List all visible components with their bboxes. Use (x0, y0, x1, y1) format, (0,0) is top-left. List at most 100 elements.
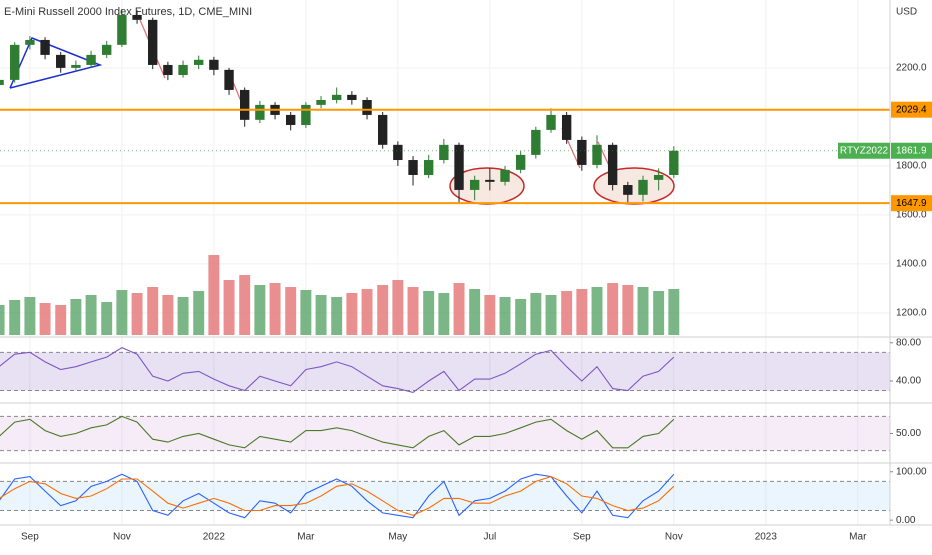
y-tick-label: 40.00 (896, 376, 921, 387)
indicator-line (0, 415, 675, 449)
y-tick-label: 1200.0 (896, 308, 927, 319)
candle-body (148, 19, 158, 65)
volume-bar (484, 295, 496, 335)
level-label: 1647.9 (896, 198, 927, 209)
volume-bar (469, 289, 481, 335)
candle-body (224, 69, 234, 90)
volume-bar (530, 293, 542, 335)
volume-bar (0, 305, 5, 335)
candle-body (117, 14, 127, 45)
x-tick-label: Sep (21, 532, 39, 543)
level-label-box (891, 101, 932, 118)
volume-bar (361, 289, 373, 335)
volume-bar (85, 295, 97, 335)
volume-bar (668, 289, 680, 335)
candle-body (577, 139, 587, 165)
volume-bar (499, 297, 511, 335)
volume-bar (315, 295, 327, 335)
volume-bar (269, 283, 281, 335)
volume-bar (545, 295, 557, 335)
candle-body (240, 89, 250, 120)
candle-body (592, 144, 602, 165)
y-tick-label: 1400.0 (896, 259, 927, 270)
volume-bar (39, 303, 51, 335)
volume-bar (70, 299, 82, 335)
currency-label: USD (896, 7, 917, 18)
last-price-box (891, 142, 932, 159)
indicator-band (0, 352, 890, 391)
candle-body (377, 114, 388, 145)
level-label-box (891, 195, 932, 212)
candle-body (71, 64, 81, 68)
chart-title: E-Mini Russell 2000 Index Futures, 1D, C… (4, 6, 252, 18)
candle-body (0, 79, 4, 86)
volume-bar (407, 287, 419, 335)
candle-body (393, 144, 403, 161)
volume-bar (162, 295, 174, 335)
indicator-line (0, 346, 675, 393)
volume-bar (607, 283, 619, 335)
x-tick-label: 2022 (203, 532, 226, 543)
candle-body (439, 144, 449, 161)
y-tick-label: 50.00 (896, 428, 921, 439)
y-tick-label: 1600.0 (896, 210, 927, 221)
candle-body (362, 99, 372, 115)
volume-bar (285, 287, 297, 335)
candle-body (86, 54, 96, 65)
candle-body (607, 144, 618, 186)
candle-body (285, 114, 296, 125)
candle-body (56, 54, 66, 68)
marks (0, 9, 890, 519)
volume-bar (591, 287, 603, 335)
ellipse-annotation (593, 167, 675, 205)
indicator-line (0, 476, 675, 516)
candle-body (515, 154, 526, 170)
candle-body (194, 59, 204, 65)
x-tick-label: Nov (113, 532, 131, 543)
candle-body (561, 114, 572, 140)
volume-bar (622, 285, 634, 335)
volume-bar (24, 297, 36, 335)
x-tick-label: Nov (665, 532, 683, 543)
volume-bar (438, 293, 450, 335)
volume-bar (576, 289, 588, 335)
volume-bar (331, 297, 343, 335)
y-tick-label: 0.00 (896, 515, 916, 526)
candle-body (163, 64, 173, 75)
volume-bar (131, 293, 143, 335)
y-tick-label: 80.00 (896, 337, 921, 348)
x-tick-label: 2023 (755, 532, 778, 543)
volume-bar (300, 290, 312, 335)
x-tick-label: Mar (849, 532, 867, 543)
candle-body (669, 150, 679, 175)
y-tick-label: 1800.0 (896, 161, 927, 172)
volume-bar (453, 283, 465, 335)
candle-body (132, 14, 142, 20)
candle-body (408, 160, 418, 175)
candle-body (209, 59, 219, 70)
volume-bar (101, 302, 113, 335)
triangle-pattern (9, 37, 103, 89)
candle-body (500, 169, 510, 182)
volume-bar (193, 291, 205, 335)
volume-bar (55, 305, 67, 335)
indicator-line (0, 473, 675, 519)
x-tick-label: May (388, 532, 407, 543)
level-label: 2029.4 (896, 104, 927, 115)
candle-body (316, 99, 326, 105)
symbol-tag (838, 142, 890, 159)
candle-body (331, 94, 342, 100)
candle-body (546, 114, 556, 130)
volume-bar (653, 291, 665, 335)
candle-body (638, 179, 648, 195)
candle-body (623, 185, 633, 195)
volume-bar (637, 287, 649, 335)
candle-body (653, 174, 664, 180)
volume-bar (9, 300, 21, 335)
volume-bar (116, 290, 128, 335)
candle-body (347, 94, 357, 100)
candle-body (301, 104, 311, 125)
candle-body (40, 39, 50, 55)
